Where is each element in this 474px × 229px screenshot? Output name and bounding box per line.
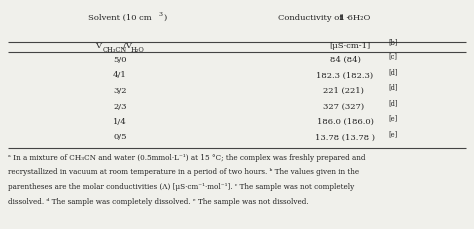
Text: 13.78 (13.78 ): 13.78 (13.78 ) — [315, 134, 375, 142]
Text: [μS·cm-1]: [μS·cm-1] — [329, 42, 371, 50]
Text: CH₃CN: CH₃CN — [103, 46, 127, 54]
Text: V: V — [95, 42, 101, 50]
Text: parentheses are the molar conductivities (Λ) [μS·cm⁻¹·mol⁻¹]. ᶜ The sample was n: parentheses are the molar conductivities… — [8, 183, 354, 191]
Text: 3/2: 3/2 — [113, 87, 127, 95]
Text: [e]: [e] — [388, 130, 397, 138]
Text: dissolved. ᵈ The sample was completely dissolved. ᵉ The sample was not dissolved: dissolved. ᵈ The sample was completely d… — [8, 197, 309, 205]
Text: /V: /V — [123, 42, 132, 50]
Text: [b]: [b] — [388, 38, 398, 46]
Text: 186.0 (186.0): 186.0 (186.0) — [317, 118, 374, 126]
Text: 84 (84): 84 (84) — [329, 56, 360, 64]
Text: recrystallized in vacuum at room temperature in a period of two hours. ᵇ The val: recrystallized in vacuum at room tempera… — [8, 169, 359, 177]
Text: ·6H₂O: ·6H₂O — [345, 14, 370, 22]
Text: H₂O: H₂O — [131, 46, 145, 54]
Text: [e]: [e] — [388, 114, 397, 123]
Text: 3: 3 — [158, 13, 162, 17]
Text: ): ) — [163, 14, 166, 22]
Text: 327 (327): 327 (327) — [323, 103, 367, 111]
Text: 182.3 (182.3): 182.3 (182.3) — [317, 71, 374, 79]
Text: 1/4: 1/4 — [113, 118, 127, 126]
Text: ᵃ In a mixture of CH₃CN and water (0.5mmol·L⁻¹) at 15 °C; the complex was freshl: ᵃ In a mixture of CH₃CN and water (0.5mm… — [8, 154, 365, 162]
Text: 4/1: 4/1 — [113, 71, 127, 79]
Text: [d]: [d] — [388, 68, 398, 76]
Text: 2/3: 2/3 — [113, 103, 127, 111]
Text: [d]: [d] — [388, 99, 398, 107]
Text: Solvent (10 cm: Solvent (10 cm — [88, 14, 152, 22]
Text: [c]: [c] — [388, 52, 397, 60]
Text: 221 (221): 221 (221) — [323, 87, 367, 95]
Text: 1: 1 — [338, 14, 344, 22]
Text: [d]: [d] — [388, 84, 398, 92]
Text: 5/0: 5/0 — [113, 56, 127, 64]
Text: 0/5: 0/5 — [113, 134, 127, 142]
Text: Conductivity of: Conductivity of — [278, 14, 345, 22]
